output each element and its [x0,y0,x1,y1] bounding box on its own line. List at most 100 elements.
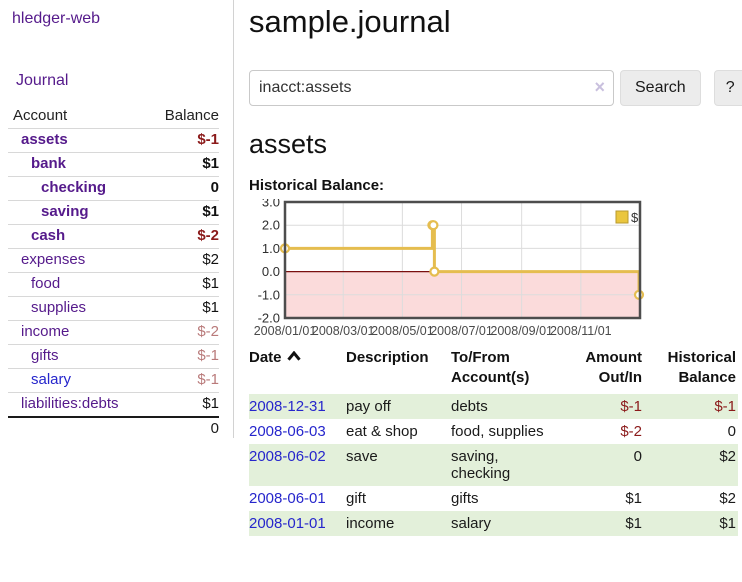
transaction-amount: $1 [625,490,642,507]
transaction-accounts: food, supplies [451,423,544,440]
accounts-header-account: Account [8,105,150,129]
transaction-row: 2008-06-03 eat & shop food, supplies $-2… [249,419,738,444]
transaction-date-link[interactable]: 2008-06-03 [249,423,326,440]
y-axis-label: -1.0 [258,287,280,302]
register-account-heading: assets [249,129,328,159]
transaction-accounts: salary [451,515,492,532]
y-axis-label: 1.0 [262,241,280,256]
transaction-balance: 0 [727,423,736,440]
account-row: liabilities:debts $1 [8,392,219,418]
sidebar: hledger-web Journal Account Balance asse… [0,0,234,441]
account-balance: 0 [149,176,219,201]
account-link-saving[interactable]: saving [41,203,89,220]
legend-label: $ [631,210,639,225]
search-input[interactable] [249,70,614,106]
account-balance: $-2 [149,224,219,249]
y-axis-label: 3.0 [262,199,280,210]
y-axis-label: -2.0 [258,311,280,326]
x-axis-label: 2008/03/01 [312,324,375,338]
transaction-amount: $-1 [620,398,642,415]
x-axis-label: 2008/09/01 [490,324,553,338]
account-row: income $-2 [8,320,219,345]
x-axis-label: 2008/05/01 [371,324,434,338]
transaction-row: 2008-01-01 income salary $1 $1 [249,511,738,536]
account-link-liabilities-debts[interactable]: liabilities:debts [21,395,119,412]
account-row: saving $1 [8,200,219,225]
transaction-description: save [346,448,378,465]
account-row: assets $-1 [8,128,219,153]
column-header-description: Description [346,349,429,366]
account-row: checking 0 [8,176,219,201]
legend-swatch [615,210,629,224]
column-header-tofrom-accounts: To/From Account(s) [451,349,530,386]
account-link-salary[interactable]: salary [31,371,72,388]
chart-title: Historical Balance: [249,177,385,194]
transaction-accounts: debts [451,398,488,415]
app: hledger-web Journal Account Balance asse… [0,0,742,536]
transaction-amount: 0 [633,448,642,465]
account-row: gifts $-1 [8,344,219,369]
account-link-cash[interactable]: cash [31,227,66,244]
transaction-balance: $2 [719,448,736,465]
transaction-date-link[interactable]: 2008-12-31 [249,398,326,415]
sidebar-item-journal[interactable]: Journal [16,72,69,89]
accounts-table: Account Balance assets $-1 bank $1 check… [8,105,219,441]
clear-search-icon[interactable]: × [594,77,605,97]
account-balance: $1 [149,272,219,297]
account-link-expenses[interactable]: expenses [21,251,86,268]
app-title-link[interactable]: hledger-web [12,10,101,27]
y-axis-label: 2.0 [262,218,280,233]
account-balance: $-1 [149,368,219,393]
account-link-income[interactable]: income [21,323,70,340]
sort-ascending-icon [286,351,301,361]
account-row: food $1 [8,272,219,297]
account-link-bank[interactable]: bank [31,155,67,172]
account-balance: $-2 [149,320,219,345]
data-point-marker [428,220,439,231]
page-title: sample.journal [249,4,451,39]
account-link-assets[interactable]: assets [21,131,68,148]
main-content: sample.journal × Search ? assets Histori… [234,0,742,536]
accounts-header-balance: Balance [149,105,219,129]
transactions-table: Date Description To/From Account(s) Amou… [249,346,738,536]
account-balance: $1 [149,392,219,418]
historical-balance-chart: $3.0 2.0 1.0 0.0 -1.0 -2.02008/01/012008/03/0… [254,199,645,338]
accounts-header-row: Account Balance [8,105,219,129]
x-axis-label: 2008/07/01 [430,324,493,338]
search-bar: × Search ? [249,70,742,106]
x-axis-label: 2008/11/01 [550,324,612,338]
account-link-gifts[interactable]: gifts [31,347,59,364]
accounts-total-row: 0 [8,416,219,441]
transaction-accounts: gifts [451,490,479,507]
transaction-balance: $-1 [714,398,736,415]
account-balance: $2 [149,248,219,273]
transaction-balance: $1 [719,515,736,532]
transactions-header-row: Date Description To/From Account(s) Amou… [249,346,738,394]
account-row: salary $-1 [8,368,219,393]
help-button[interactable]: ? [713,70,742,106]
plot-border [283,200,642,320]
column-header-amount: Amount Out/In [585,349,642,386]
account-row: supplies $1 [8,296,219,321]
account-row: expenses $2 [8,248,219,273]
transaction-date-link[interactable]: 2008-06-01 [249,490,326,507]
account-balance: $-1 [149,128,219,153]
transaction-row: 2008-06-01 gift gifts $1 $2 [249,486,738,511]
account-row: cash $-2 [8,224,219,249]
accounts-total-value: 0 [149,416,219,441]
transaction-row: 2008-12-31 pay off debts $-1 $-1 [249,394,738,419]
account-link-food[interactable]: food [31,275,61,292]
x-axis-label: 2008/01/01 [254,324,317,338]
account-link-checking[interactable]: checking [41,179,107,196]
account-link-supplies[interactable]: supplies [31,299,87,316]
search-button[interactable]: Search [620,70,701,106]
column-header-date[interactable]: Date [249,346,346,394]
account-balance: $1 [149,152,219,177]
account-row: bank $1 [8,152,219,177]
y-axis-label: 0.0 [262,264,280,279]
transaction-description: income [346,515,395,532]
column-header-historical-balance: Historical Balance [667,349,736,386]
transaction-date-link[interactable]: 2008-06-02 [249,448,326,465]
transaction-date-link[interactable]: 2008-01-01 [249,515,326,532]
transaction-amount: $-2 [620,423,642,440]
